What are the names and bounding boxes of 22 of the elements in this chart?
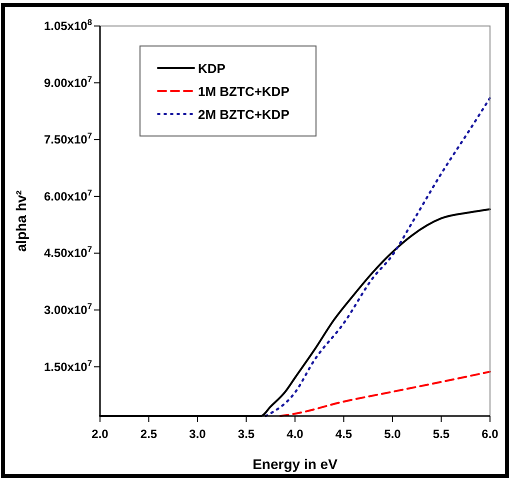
x-tick-label: 3.5 <box>238 427 255 441</box>
legend-label: KDP <box>198 61 226 76</box>
x-tick-label: 2.5 <box>140 427 158 441</box>
x-tick-label: 3.0 <box>189 427 206 441</box>
x-tick-label: 4.0 <box>286 427 304 441</box>
x-tick-label: 5.0 <box>384 427 402 441</box>
y-tick-label: 7.50x10$^{7}$ <box>44 130 92 147</box>
y-tick-label: 4.50x10$^{7}$ <box>44 244 92 260</box>
legend-label: 2M BZTC+KDP <box>198 107 290 122</box>
line-series <box>279 370 491 417</box>
x-tick-label: 4.5 <box>335 427 352 441</box>
x-axis-title: Energy in eV <box>252 456 338 472</box>
y-tick-label: 3.00x10$^{7}$ <box>44 300 92 317</box>
y-tick-label: 6.00x10$^{7}$ <box>44 187 92 204</box>
x-tick-label: 6.0 <box>482 427 499 441</box>
y-axis-title: alpha hv² <box>13 190 29 252</box>
legend-label: 1M BZTC+KDP <box>198 84 290 99</box>
y-tick-label: 1.50x10$^{7}$ <box>44 358 92 374</box>
y-tick-label: 1.05x10$^{8}$ <box>44 17 92 33</box>
y-tick-label: 9.00x10$^{7}$ <box>44 74 92 90</box>
x-tick-label: 2.0 <box>92 427 109 441</box>
x-tick-label: 5.5 <box>432 427 450 441</box>
